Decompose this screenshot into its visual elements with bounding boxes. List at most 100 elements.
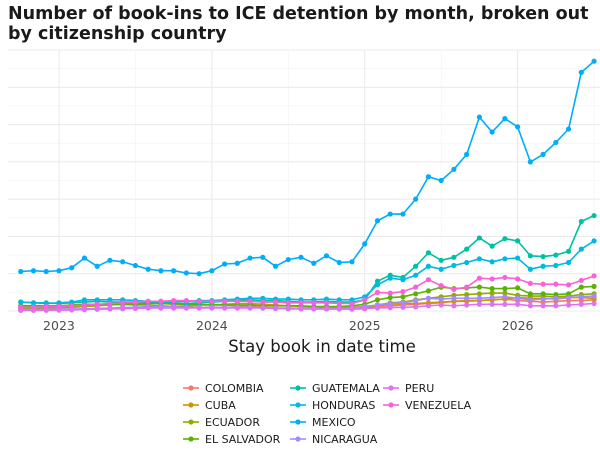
data-point-venezuela [30,304,37,310]
data-point-peru [69,307,75,313]
data-point-peru [81,306,88,313]
data-point-peru [591,300,597,307]
data-point-ecuador [464,291,470,298]
data-point-nicaragua [515,295,521,301]
data-point-venezuela [298,300,304,306]
data-point-honduras [578,246,584,252]
data-point-peru [56,307,62,313]
data-point-guatemala [540,253,546,260]
data-point-nicaragua [464,295,470,301]
series-line-venezuela [20,275,595,309]
data-point-venezuela [311,300,317,306]
data-point-mexico [540,151,546,157]
data-point-venezuela [247,298,253,304]
legend-key-point [388,402,394,408]
data-point-mexico [260,254,266,260]
data-point-mexico [107,257,113,263]
data-point-peru [132,305,139,311]
data-point-honduras [464,259,470,266]
data-point-mexico [171,268,177,274]
data-point-honduras [18,299,24,305]
legend-key-point [188,436,194,442]
chart-title: Number of book-ins to ICE detention by m… [8,4,589,44]
data-point-el-salvador [502,286,508,292]
data-point-venezuela [158,298,164,304]
data-point-mexico [247,255,253,261]
series-line-el-salvador [20,285,595,308]
data-point-honduras [69,299,75,305]
data-point-peru [553,303,559,309]
data-point-venezuela [387,290,393,296]
x-tick-label: 2024 [196,318,228,333]
data-point-nicaragua [425,295,432,301]
data-point-venezuela [591,273,597,279]
data-point-venezuela [132,299,139,305]
data-point-peru [158,305,164,311]
data-point-mexico [183,270,189,276]
data-point-peru [387,305,393,311]
data-point-venezuela [540,281,546,287]
data-point-venezuela [374,289,381,295]
data-point-peru [565,302,572,308]
data-point-venezuela [260,299,266,305]
data-point-mexico [18,268,24,275]
data-point-nicaragua [527,297,533,303]
data-point-peru [298,306,304,312]
data-point-venezuela [196,298,202,304]
data-point-guatemala [451,254,457,260]
data-point-nicaragua [438,296,444,302]
data-point-honduras [565,259,572,266]
data-point-mexico [400,211,406,217]
series-points-mexico [18,58,597,277]
data-point-mexico [311,260,317,266]
data-point-peru [438,302,444,308]
data-point-mexico [158,268,164,274]
data-point-peru [515,301,521,307]
data-point-peru [413,304,419,310]
data-point-venezuela [56,303,62,310]
data-point-venezuela [43,303,49,310]
data-point-honduras [591,238,597,244]
data-point-peru [476,301,482,307]
legend-key-point [295,402,301,408]
data-point-mexico [591,58,597,64]
data-point-nicaragua [553,295,559,301]
data-point-mexico [94,263,100,269]
data-point-peru [464,302,470,308]
data-point-peru [349,306,355,312]
data-point-peru [196,305,202,311]
data-point-venezuela [476,275,482,281]
data-point-mexico [298,254,304,260]
data-point-peru [221,305,228,311]
data-point-honduras [374,282,381,288]
data-point-venezuela [362,297,368,303]
legend-key-point [188,385,194,391]
legend-label: VENEZUELA [405,399,472,412]
data-point-mexico [425,174,432,180]
data-point-el-salvador [425,288,432,294]
data-point-ecuador [476,291,482,297]
legend-label: ECUADOR [205,416,260,429]
data-point-mexico [145,266,151,272]
data-point-venezuela [94,301,100,307]
legend-label: CUBA [205,399,236,412]
data-point-venezuela [183,297,189,304]
data-point-venezuela [400,289,406,295]
data-point-el-salvador [476,284,482,290]
data-point-mexico [221,261,228,267]
data-point-peru [425,303,432,309]
data-point-el-salvador [515,285,521,291]
legend-label: PERU [405,382,434,395]
data-point-venezuela [425,277,432,283]
series-points-peru [18,300,597,313]
data-point-el-salvador [553,291,559,298]
data-point-guatemala [502,236,508,242]
x-axis-title: Stay book in date time [228,337,416,356]
data-point-honduras [387,275,393,281]
data-point-guatemala [515,238,521,244]
data-point-venezuela [69,303,75,309]
data-point-venezuela [565,282,572,288]
data-point-venezuela [464,284,470,290]
data-point-honduras [425,263,432,269]
